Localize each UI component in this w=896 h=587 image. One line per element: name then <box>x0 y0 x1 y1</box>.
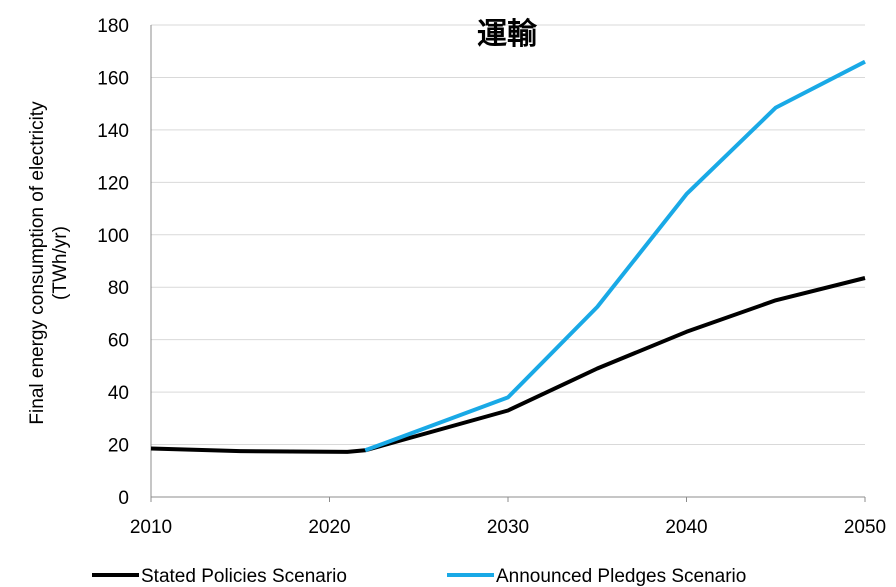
axes <box>150 25 866 502</box>
legend-label: Announced Pledges Scenario <box>496 566 746 587</box>
y-tick-label: 80 <box>108 278 129 299</box>
y-tick-label: 20 <box>108 436 129 457</box>
series-line-announced-pledges <box>364 59 866 453</box>
legend: Stated Policies Scenario Announced Pledge… <box>92 566 746 587</box>
y-tick-labels: 0 20 40 60 80 100 120 140 160 180 <box>97 16 129 509</box>
series-lines <box>150 59 866 454</box>
y-tick-label: 0 <box>118 488 129 509</box>
y-tick-label: 100 <box>97 226 129 247</box>
y-tick-label: 40 <box>108 383 129 404</box>
x-tick-label: 2010 <box>130 517 172 538</box>
chart-title: 運輸 <box>477 17 538 52</box>
x-tick-label: 2020 <box>308 517 350 538</box>
y-tick-label: 140 <box>97 121 129 142</box>
y-axis-title-line-2: (TWh/yr) <box>50 226 71 300</box>
y-tick-label: 60 <box>108 331 129 352</box>
y-tick-label: 180 <box>97 16 129 37</box>
y-tick-label: 120 <box>97 173 129 194</box>
x-tick-labels: 2010 2020 2030 2040 2050 <box>130 517 886 538</box>
y-tick-label: 160 <box>97 68 129 89</box>
gridlines <box>151 24 865 446</box>
x-tick-label: 2040 <box>665 517 707 538</box>
y-axis-title-line-1: Final energy consumption of electricity <box>27 101 48 425</box>
x-tick-label: 2050 <box>844 517 886 538</box>
series-line-stated-policies <box>150 276 866 454</box>
x-tick-label: 2030 <box>487 517 529 538</box>
legend-label: Stated Policies Scenario <box>141 566 347 587</box>
